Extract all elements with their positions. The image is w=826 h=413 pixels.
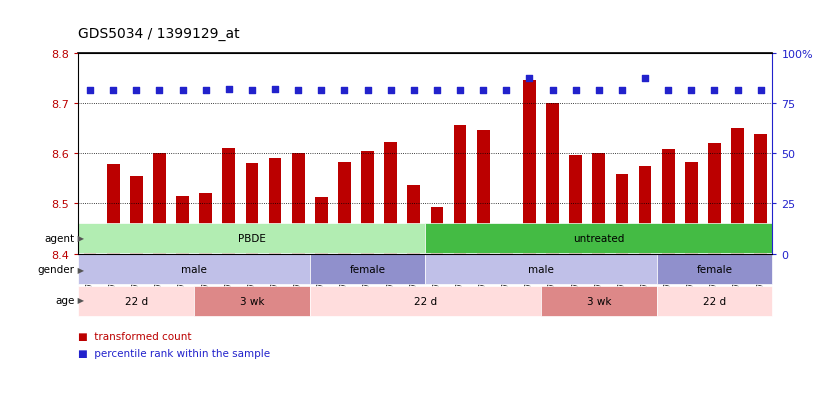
Bar <box>78 255 310 285</box>
Text: ▶: ▶ <box>75 296 84 305</box>
Text: ▶: ▶ <box>75 234 84 243</box>
Text: 3 wk: 3 wk <box>240 296 264 306</box>
Bar <box>361 151 374 254</box>
Point <box>384 88 397 94</box>
Bar <box>546 104 559 254</box>
Point <box>153 88 166 94</box>
Point <box>315 88 328 94</box>
Point <box>199 88 212 94</box>
Bar <box>477 131 490 254</box>
Point <box>407 88 420 94</box>
Text: female: female <box>696 265 733 275</box>
Point <box>130 88 143 94</box>
Point <box>615 88 629 94</box>
Point <box>523 76 536 82</box>
Point <box>430 88 444 94</box>
Bar <box>731 129 744 254</box>
Bar <box>425 255 657 285</box>
Bar <box>199 194 212 254</box>
Text: PBDE: PBDE <box>238 233 266 243</box>
Bar <box>310 286 541 316</box>
Point <box>569 88 582 94</box>
Bar <box>78 286 194 316</box>
Point <box>500 88 513 94</box>
Point <box>292 88 305 94</box>
Point <box>245 88 259 94</box>
Text: ■  percentile rank within the sample: ■ percentile rank within the sample <box>78 348 271 358</box>
Text: 22 d: 22 d <box>125 296 148 306</box>
Text: age: age <box>55 295 74 305</box>
Bar <box>130 176 143 254</box>
Bar <box>541 286 657 316</box>
Point <box>361 88 374 94</box>
Point <box>222 86 235 93</box>
Text: GDS5034 / 1399129_at: GDS5034 / 1399129_at <box>78 27 240 41</box>
Bar <box>245 164 259 254</box>
Bar <box>310 255 425 285</box>
Bar <box>708 144 721 254</box>
Bar <box>107 165 120 254</box>
Bar <box>407 185 420 254</box>
Bar <box>500 244 513 254</box>
Point <box>708 88 721 94</box>
Bar <box>523 81 536 254</box>
Text: 3 wk: 3 wk <box>586 296 611 306</box>
Point <box>592 88 605 94</box>
Bar <box>176 197 189 254</box>
Bar <box>222 149 235 254</box>
Point <box>176 88 189 94</box>
Point <box>268 86 282 93</box>
Bar <box>83 247 97 254</box>
Bar <box>662 150 675 254</box>
Point <box>338 88 351 94</box>
Bar <box>384 143 397 254</box>
Point <box>477 88 490 94</box>
Text: 22 d: 22 d <box>703 296 726 306</box>
Bar <box>657 255 772 285</box>
Text: gender: gender <box>37 265 74 275</box>
Point <box>662 88 675 94</box>
Text: male: male <box>528 265 554 275</box>
Bar <box>338 162 351 254</box>
Bar <box>685 163 698 254</box>
Text: 22 d: 22 d <box>414 296 437 306</box>
Point <box>83 88 97 94</box>
Text: ■  transformed count: ■ transformed count <box>78 332 192 342</box>
Bar <box>592 153 605 254</box>
Point <box>638 76 652 82</box>
Bar <box>569 155 582 254</box>
Point <box>546 88 559 94</box>
Bar <box>754 135 767 254</box>
Bar <box>153 154 166 254</box>
Text: agent: agent <box>45 233 74 243</box>
Bar <box>615 175 629 254</box>
Bar <box>315 197 328 254</box>
Bar <box>430 207 444 254</box>
Point <box>754 88 767 94</box>
Text: untreated: untreated <box>573 233 624 243</box>
Bar <box>638 166 652 254</box>
Point <box>107 88 120 94</box>
Point <box>453 88 467 94</box>
Bar <box>425 223 772 253</box>
Bar <box>657 286 772 316</box>
Text: male: male <box>181 265 207 275</box>
Bar <box>268 159 282 254</box>
Text: ▶: ▶ <box>75 265 84 274</box>
Point <box>685 88 698 94</box>
Bar <box>78 223 425 253</box>
Text: female: female <box>349 265 386 275</box>
Bar <box>194 286 310 316</box>
Point <box>731 88 744 94</box>
Bar <box>292 153 305 254</box>
Bar <box>453 126 467 254</box>
